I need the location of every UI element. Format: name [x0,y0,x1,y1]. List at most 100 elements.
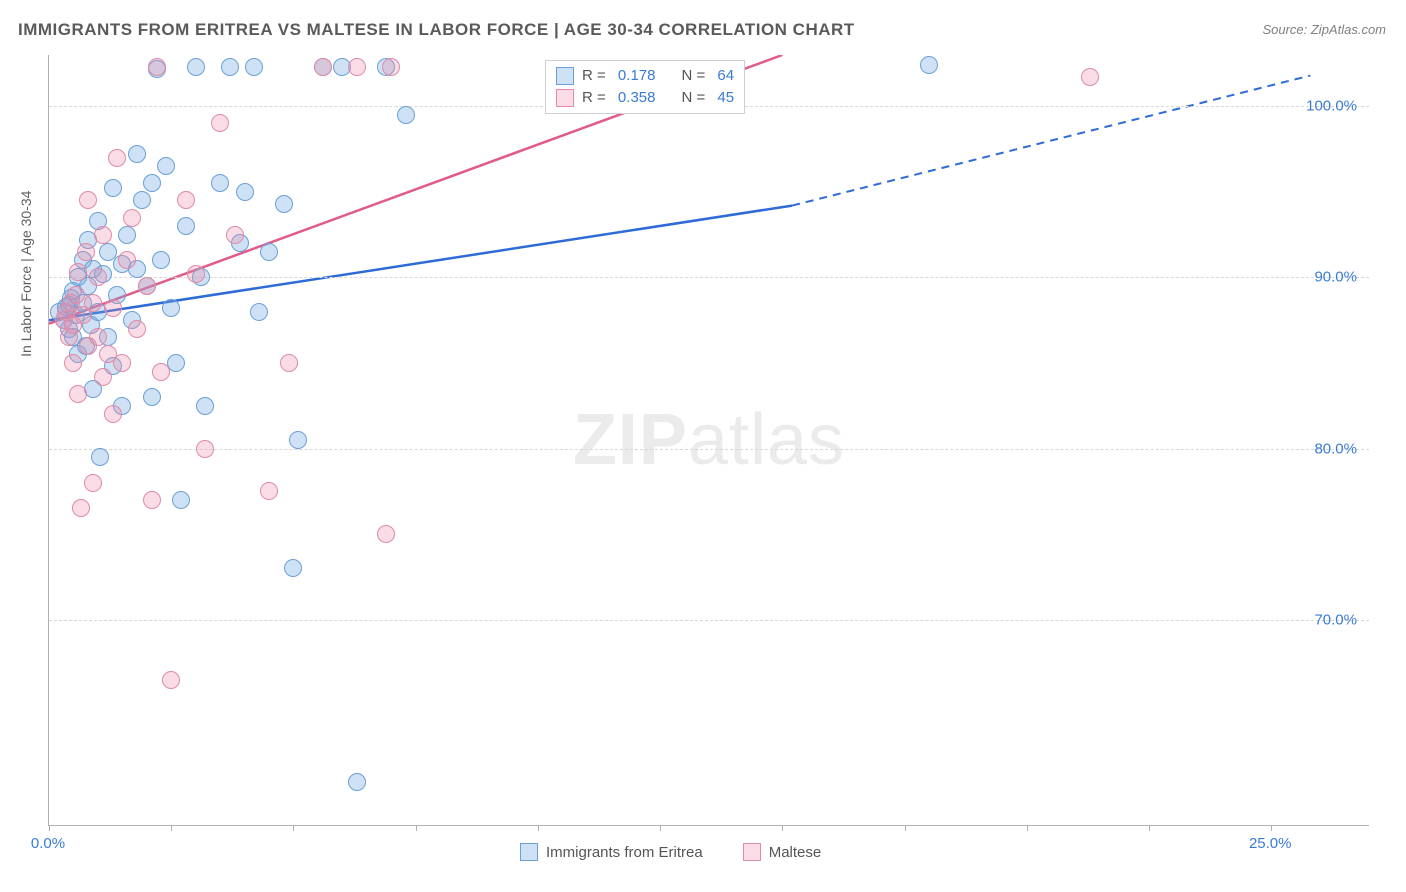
legend-label: Maltese [769,844,822,861]
x-tick [660,825,661,831]
legend-row-maltese: R = 0.358 N = 45 [556,87,734,109]
scatter-point-maltese [1081,68,1099,86]
plot-area: ZIPatlas 70.0%80.0%90.0%100.0% [48,55,1369,826]
scatter-point-maltese [162,671,180,689]
scatter-point-maltese [94,226,112,244]
scatter-point-eritrea [920,56,938,74]
gridline [49,449,1369,450]
scatter-point-eritrea [196,397,214,415]
scatter-point-eritrea [211,174,229,192]
scatter-point-maltese [148,58,166,76]
x-tick-label: 25.0% [1249,835,1292,852]
r-label: R = [582,87,606,109]
x-tick [49,825,50,831]
gridline [49,620,1369,621]
scatter-point-eritrea [143,174,161,192]
scatter-point-eritrea [91,448,109,466]
scatter-point-maltese [94,368,112,386]
scatter-point-eritrea [133,191,151,209]
y-axis-label: In Labor Force | Age 30-34 [18,191,34,357]
scatter-point-eritrea [397,106,415,124]
scatter-point-maltese [89,268,107,286]
r-value: 0.358 [614,87,656,109]
r-value: 0.178 [614,65,656,87]
scatter-point-maltese [260,482,278,500]
x-tick [538,825,539,831]
scatter-point-maltese [69,385,87,403]
chart-title: IMMIGRANTS FROM ERITREA VS MALTESE IN LA… [18,20,855,40]
scatter-point-maltese [314,58,332,76]
scatter-point-maltese [196,440,214,458]
scatter-point-maltese [152,363,170,381]
n-value: 45 [713,87,734,109]
legend-item-maltese: Maltese [743,843,822,861]
r-label: R = [582,65,606,87]
scatter-point-maltese [104,299,122,317]
scatter-point-maltese [128,320,146,338]
watermark-part1: ZIP [573,400,688,480]
y-tick-label: 90.0% [1314,269,1357,286]
scatter-point-maltese [187,265,205,283]
scatter-point-maltese [84,294,102,312]
scatter-point-maltese [89,328,107,346]
x-tick [1027,825,1028,831]
legend-row-eritrea: R = 0.178N = 64 [556,65,734,87]
x-tick [416,825,417,831]
scatter-point-eritrea [221,58,239,76]
scatter-point-eritrea [236,183,254,201]
scatter-point-eritrea [118,226,136,244]
legend-item-eritrea: Immigrants from Eritrea [520,843,703,861]
correlation-legend: R = 0.178N = 64R = 0.358 N = 45 [545,60,745,114]
watermark: ZIPatlas [573,399,845,481]
scatter-point-eritrea [162,299,180,317]
scatter-point-maltese [118,251,136,269]
gridline [49,277,1369,278]
scatter-point-eritrea [104,179,122,197]
x-tick [1149,825,1150,831]
legend-swatch [743,843,761,861]
scatter-point-eritrea [289,431,307,449]
scatter-point-maltese [211,114,229,132]
scatter-point-eritrea [275,195,293,213]
scatter-point-maltese [123,209,141,227]
series-legend: Immigrants from Eritrea Maltese [520,843,821,861]
scatter-point-maltese [113,354,131,372]
n-value: 64 [713,65,734,87]
scatter-point-eritrea [250,303,268,321]
scatter-point-maltese [79,191,97,209]
scatter-point-maltese [64,354,82,372]
scatter-point-maltese [138,277,156,295]
x-tick [905,825,906,831]
x-tick [1271,825,1272,831]
scatter-point-eritrea [260,243,278,261]
y-tick-label: 80.0% [1314,440,1357,457]
scatter-point-maltese [84,474,102,492]
x-tick [171,825,172,831]
scatter-point-eritrea [348,773,366,791]
regression-lines [49,55,1369,825]
scatter-point-eritrea [157,157,175,175]
legend-swatch [556,89,574,107]
x-tick-label: 0.0% [31,835,65,852]
scatter-point-maltese [77,243,95,261]
scatter-point-maltese [226,226,244,244]
scatter-point-eritrea [177,217,195,235]
watermark-part2: atlas [688,400,845,480]
scatter-point-maltese [348,58,366,76]
scatter-point-maltese [143,491,161,509]
x-tick [293,825,294,831]
scatter-point-eritrea [152,251,170,269]
scatter-point-eritrea [245,58,263,76]
scatter-point-maltese [108,149,126,167]
legend-label: Immigrants from Eritrea [546,844,703,861]
scatter-point-eritrea [143,388,161,406]
x-tick [782,825,783,831]
legend-swatch [520,843,538,861]
legend-swatch [556,67,574,85]
source-label: Source: ZipAtlas.com [1262,22,1386,37]
scatter-point-maltese [377,525,395,543]
scatter-point-eritrea [284,559,302,577]
scatter-point-maltese [280,354,298,372]
scatter-point-eritrea [172,491,190,509]
n-label: N = [681,87,705,109]
